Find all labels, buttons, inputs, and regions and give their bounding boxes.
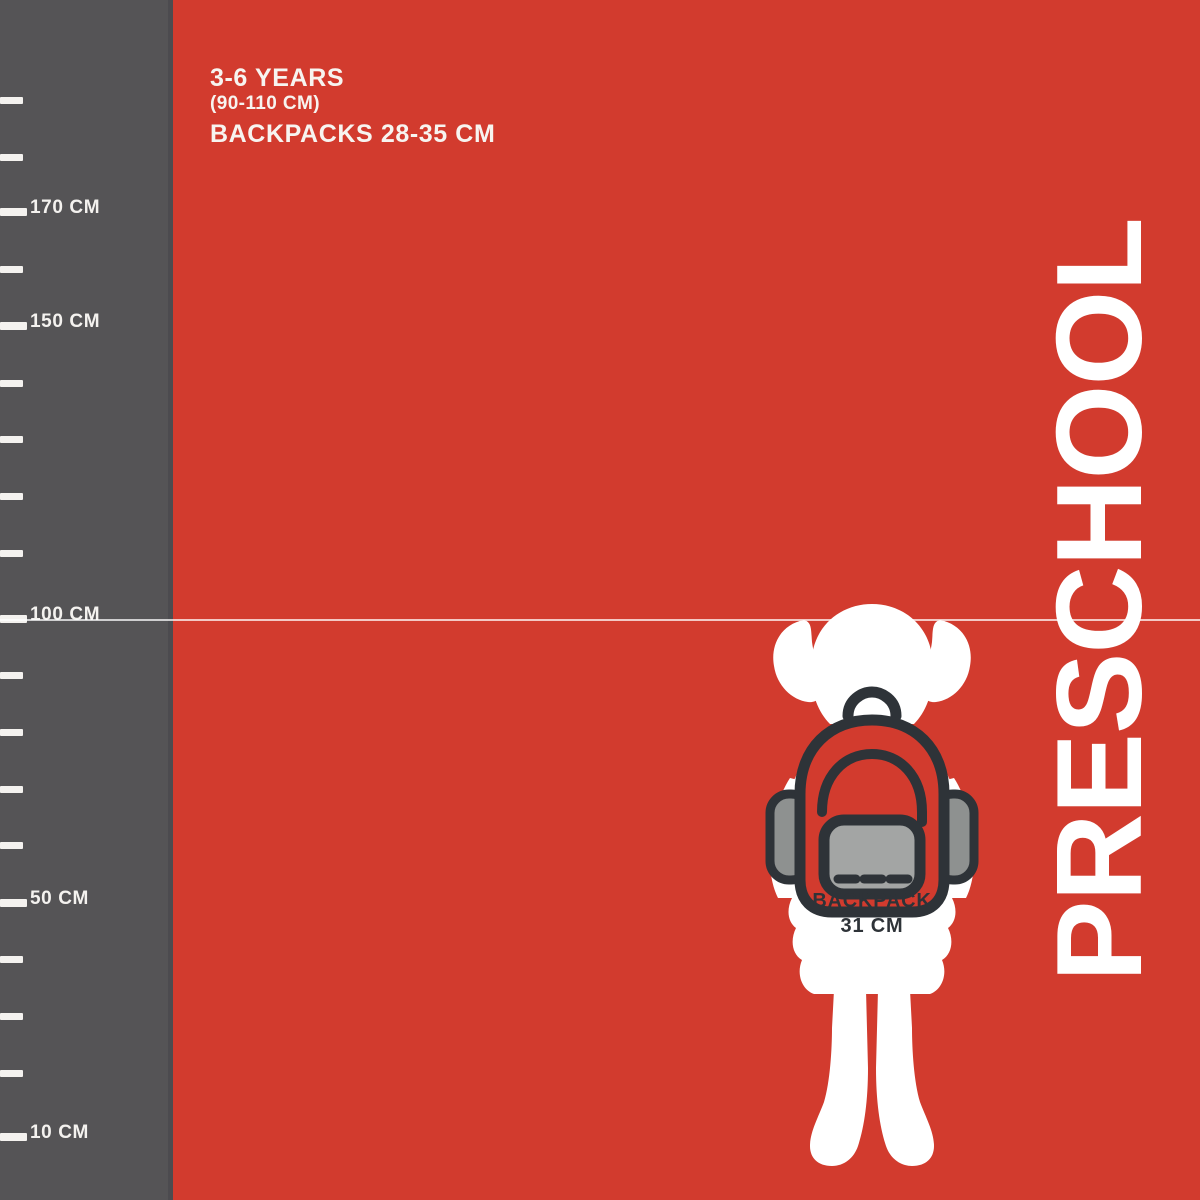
ruler-tick-160 — [0, 322, 27, 330]
backpack-illustration — [765, 686, 979, 918]
ruler-tick-label-100: 100 CM — [30, 604, 101, 625]
ruler-tick-175 — [0, 154, 23, 161]
ruler-tick-45 — [0, 956, 23, 963]
ruler-tick-50 — [0, 899, 27, 907]
ruler-tick-label-170: 170 CM — [30, 197, 101, 218]
ruler-tick-80 — [0, 842, 23, 849]
height-ruler-panel — [0, 0, 168, 1200]
ruler-tick-30 — [0, 1070, 23, 1077]
ruler-tick-10 — [0, 1133, 27, 1141]
ruler-tick-180 — [0, 97, 23, 104]
ruler-panel-edge — [168, 0, 173, 1200]
ruler-tick-label-50: 50 CM — [30, 888, 89, 909]
header-block: 3-6 YEARS (90-110 CM) BACKPACKS 28-35 CM — [210, 64, 495, 149]
child-silhouette-figure — [742, 598, 1002, 1178]
age-range-text: 3-6 YEARS — [210, 64, 345, 92]
ruler-tick-145 — [0, 493, 23, 500]
ruler-tick-170 — [0, 208, 27, 216]
ruler-tick-85 — [0, 786, 23, 793]
category-label-text: PRESCHOOL — [1031, 218, 1167, 982]
ruler-tick-90 — [0, 729, 23, 736]
ruler-tick-95 — [0, 672, 23, 679]
ruler-tick-40 — [0, 1013, 23, 1020]
category-label-vertical: PRESCHOOL — [1031, 0, 1167, 1200]
ruler-tick-165 — [0, 266, 23, 273]
ruler-tick-label-160: 150 CM — [30, 311, 101, 332]
height-guide-line-100cm — [0, 619, 1200, 621]
backpack-range-text: BACKPACKS 28-35 CM — [210, 119, 496, 148]
ruler-tick-150 — [0, 436, 23, 443]
ruler-tick-label-10: 10 CM — [30, 1122, 89, 1143]
ruler-tick-155 — [0, 380, 23, 387]
height-range-text: (90-110 CM) — [210, 93, 320, 114]
ruler-tick-140 — [0, 550, 23, 557]
